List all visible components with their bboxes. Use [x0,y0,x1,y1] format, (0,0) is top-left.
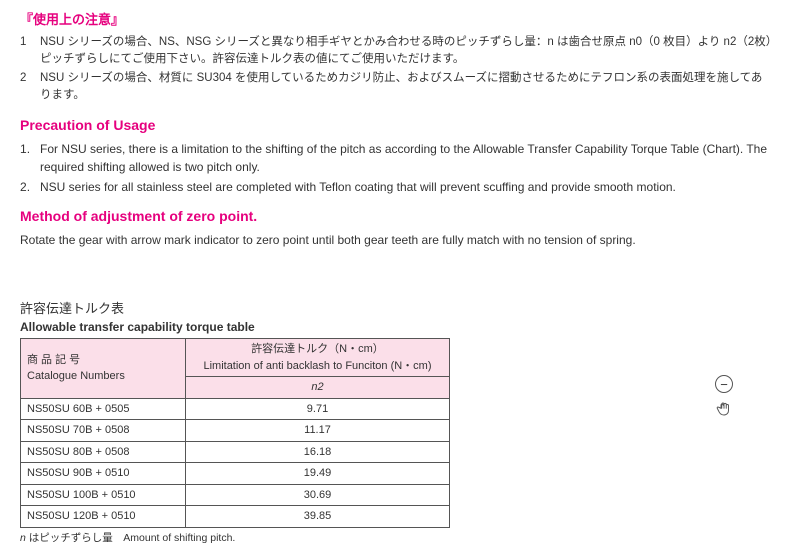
footnote-jp: はピッチずらし量 [26,532,113,544]
torque-table-title-en: Allowable transfer capability torque tab… [20,318,773,336]
table-row: NS50SU 60B + 0505 9.71 [21,398,450,420]
col-header-cat-en: Catalogue Numbers [27,368,179,385]
heading-text: 使用上の注意 [33,12,111,27]
table-row: NS50SU 80B + 0508 16.18 [21,441,450,463]
bracket-open: 『 [20,12,33,27]
col-header-torque-en: Limitation of anti backlash to Funciton … [192,358,443,375]
en-precaution-item: NSU series for all stainless steel are c… [20,178,773,196]
col-subhead-n2: n2 [186,377,450,399]
method-heading: Method of adjustment of zero point. [20,206,773,227]
pan-hand-button[interactable] [715,399,733,419]
table-header-row: 商 品 記 号 Catalogue Numbers 許容伝達トルク（N・cm） … [21,339,450,377]
cell-cat: NS50SU 80B + 0508 [21,441,186,463]
table-row: NS50SU 100B + 0510 30.69 [21,484,450,506]
footnote-en: Amount of shifting pitch. [123,532,235,544]
cell-cat: NS50SU 100B + 0510 [21,484,186,506]
en-precaution-list: For NSU series, there is a limitation to… [20,140,773,196]
cell-cat: NS50SU 70B + 0508 [21,420,186,442]
viewer-controls: − [715,375,733,419]
jp-precaution-item: NSU シリーズの場合、NS、NSG シリーズと異なり相手ギヤとかみ合わせる時の… [20,34,773,69]
col-header-torque-jp: 許容伝達トルク（N・cm） [192,341,443,358]
zoom-out-button[interactable]: − [715,375,733,393]
cell-n2: 11.17 [186,420,450,442]
torque-table-title-jp: 許容伝達トルク表 [20,299,773,319]
jp-precaution-list: NSU シリーズの場合、NS、NSG シリーズと異なり相手ギヤとかみ合わせる時の… [20,34,773,105]
minus-icon: − [720,378,728,391]
table-row: NS50SU 70B + 0508 11.17 [21,420,450,442]
torque-table-body: NS50SU 60B + 0505 9.71 NS50SU 70B + 0508… [21,398,450,527]
table-row: NS50SU 90B + 0510 19.49 [21,463,450,485]
usage-precaution-heading-jp: 『使用上の注意』 [20,10,773,30]
hand-icon [715,399,733,419]
precaution-heading-en: Precaution of Usage [20,115,773,136]
cell-n2: 16.18 [186,441,450,463]
cell-cat: NS50SU 90B + 0510 [21,463,186,485]
cell-n2: 9.71 [186,398,450,420]
bracket-close: 』 [111,12,124,27]
cell-cat: NS50SU 60B + 0505 [21,398,186,420]
cell-n2: 19.49 [186,463,450,485]
footnote-gap [113,532,124,544]
method-body: Rotate the gear with arrow mark indicato… [20,231,773,249]
col-header-cat-jp: 商 品 記 号 [27,352,179,369]
col-header-torque: 許容伝達トルク（N・cm） Limitation of anti backlas… [186,339,450,377]
col-header-catalogue: 商 品 記 号 Catalogue Numbers [21,339,186,399]
en-precaution-item: For NSU series, there is a limitation to… [20,140,773,176]
jp-precaution-item: NSU シリーズの場合、材質に SU304 を使用しているためカジリ防止、および… [20,70,773,105]
table-footnote: n はピッチずらし量 Amount of shifting pitch. [20,531,773,547]
cell-n2: 30.69 [186,484,450,506]
torque-table: 商 品 記 号 Catalogue Numbers 許容伝達トルク（N・cm） … [20,338,450,528]
